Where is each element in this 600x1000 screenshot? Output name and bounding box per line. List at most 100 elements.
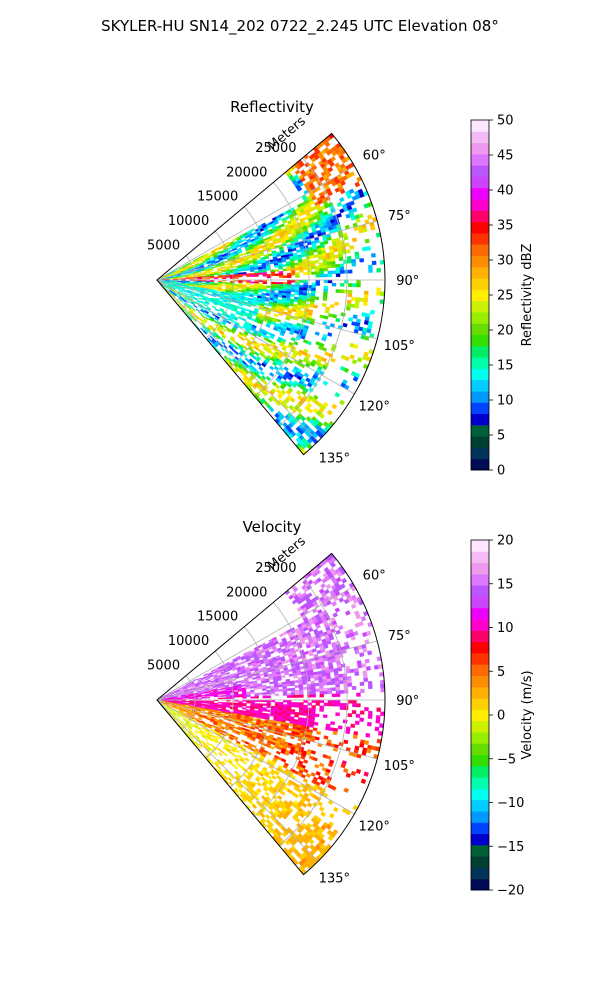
echo-cell bbox=[238, 303, 244, 307]
echo-cell bbox=[242, 704, 247, 707]
echo-cell bbox=[350, 635, 356, 641]
echo-cell bbox=[295, 274, 300, 278]
echo-cell bbox=[303, 287, 308, 291]
echo-cell bbox=[343, 686, 349, 691]
echo-cell bbox=[318, 262, 324, 266]
echo-cell bbox=[365, 630, 372, 636]
echo-cell bbox=[338, 253, 344, 258]
echo-cell bbox=[197, 695, 202, 698]
echo-cell bbox=[188, 704, 194, 707]
echo-cell bbox=[363, 771, 369, 777]
echo-cell bbox=[359, 710, 365, 715]
echo-cell bbox=[311, 164, 318, 171]
echo-cell bbox=[177, 281, 182, 283]
echo-cell bbox=[262, 696, 268, 699]
echo-cell bbox=[298, 267, 304, 271]
echo-cell bbox=[271, 775, 277, 780]
echo-cell bbox=[288, 750, 295, 756]
echo-cell bbox=[358, 213, 364, 219]
echo-cell bbox=[376, 707, 381, 712]
echo-cell bbox=[311, 285, 316, 289]
echo-cell bbox=[209, 276, 215, 279]
echo-cell bbox=[287, 275, 292, 278]
echo-cell bbox=[352, 376, 359, 382]
echo-cell bbox=[282, 704, 288, 707]
echo-cell bbox=[368, 710, 373, 716]
echo-cell bbox=[274, 701, 280, 705]
echo-cell bbox=[281, 758, 287, 763]
echo-cell bbox=[338, 677, 344, 682]
echo-cell bbox=[315, 268, 320, 272]
range-ring bbox=[230, 206, 272, 368]
echo-cell bbox=[299, 284, 304, 288]
echo-cell bbox=[208, 269, 214, 272]
echo-cell bbox=[270, 283, 276, 287]
echo-cell bbox=[359, 652, 365, 658]
colorbar-segment bbox=[471, 131, 489, 144]
echo-cell bbox=[331, 403, 338, 410]
echo-cell bbox=[334, 254, 340, 259]
echo-cell bbox=[215, 335, 220, 340]
echo-cell bbox=[221, 284, 227, 287]
echo-cell bbox=[197, 698, 202, 700]
echo-cell bbox=[302, 681, 307, 685]
echo-cell bbox=[321, 303, 327, 307]
colorbar-segment bbox=[471, 165, 489, 177]
echo-cell bbox=[338, 257, 344, 262]
colorbar-segment bbox=[471, 345, 489, 358]
echo-cell bbox=[305, 772, 311, 778]
echo-cell bbox=[349, 354, 355, 360]
echo-cell bbox=[281, 259, 287, 263]
echo-cell bbox=[184, 297, 189, 301]
echo-cell bbox=[366, 328, 372, 334]
echo-cell bbox=[319, 271, 324, 275]
echo-cell bbox=[220, 266, 226, 269]
echo-cell bbox=[309, 674, 315, 679]
echo-cell bbox=[328, 635, 335, 641]
echo-cell bbox=[183, 304, 187, 309]
panel-title: Reflectivity bbox=[230, 98, 314, 116]
echo-cell bbox=[343, 787, 350, 794]
echo-cell bbox=[258, 366, 264, 372]
echo-cell bbox=[321, 336, 327, 342]
echo-cell bbox=[290, 267, 296, 271]
echo-cell bbox=[254, 696, 259, 699]
echo-cell bbox=[343, 289, 349, 294]
echo-cell bbox=[236, 680, 241, 684]
echo-cell bbox=[346, 676, 352, 681]
echo-cell bbox=[266, 267, 271, 271]
echo-cell bbox=[273, 313, 279, 318]
echo-cell bbox=[315, 624, 321, 629]
echo-cell bbox=[291, 272, 296, 276]
echo-cell bbox=[274, 283, 280, 287]
echo-cell bbox=[319, 694, 325, 698]
colorbar-segment bbox=[471, 402, 489, 415]
echo-cell bbox=[217, 701, 223, 704]
echo-cell bbox=[309, 724, 315, 728]
echo-cell bbox=[199, 292, 205, 295]
echo-cell bbox=[201, 314, 206, 319]
echo-cell bbox=[307, 285, 312, 289]
echo-cell bbox=[225, 705, 231, 708]
echo-cell bbox=[356, 357, 363, 363]
echo-cell bbox=[339, 263, 344, 268]
echo-cell bbox=[261, 362, 267, 368]
echo-cell bbox=[337, 725, 343, 730]
echo-cell bbox=[290, 289, 296, 293]
colorbar-segment bbox=[471, 300, 489, 313]
echo-cell bbox=[262, 274, 268, 277]
colorbar-segment bbox=[471, 311, 489, 324]
echo-cell bbox=[204, 737, 209, 742]
echo-cell bbox=[350, 303, 356, 308]
panel-title: Velocity bbox=[243, 518, 302, 536]
echo-cell bbox=[312, 248, 318, 253]
echo-cell bbox=[286, 683, 291, 687]
echo-cell bbox=[225, 276, 231, 278]
echo-cell bbox=[223, 752, 228, 757]
echo-cell bbox=[315, 271, 320, 275]
echo-cell bbox=[181, 278, 186, 280]
echo-cell bbox=[342, 676, 348, 681]
echo-cell bbox=[342, 673, 348, 678]
echo-cell bbox=[209, 694, 215, 697]
echo-cell bbox=[288, 359, 294, 365]
